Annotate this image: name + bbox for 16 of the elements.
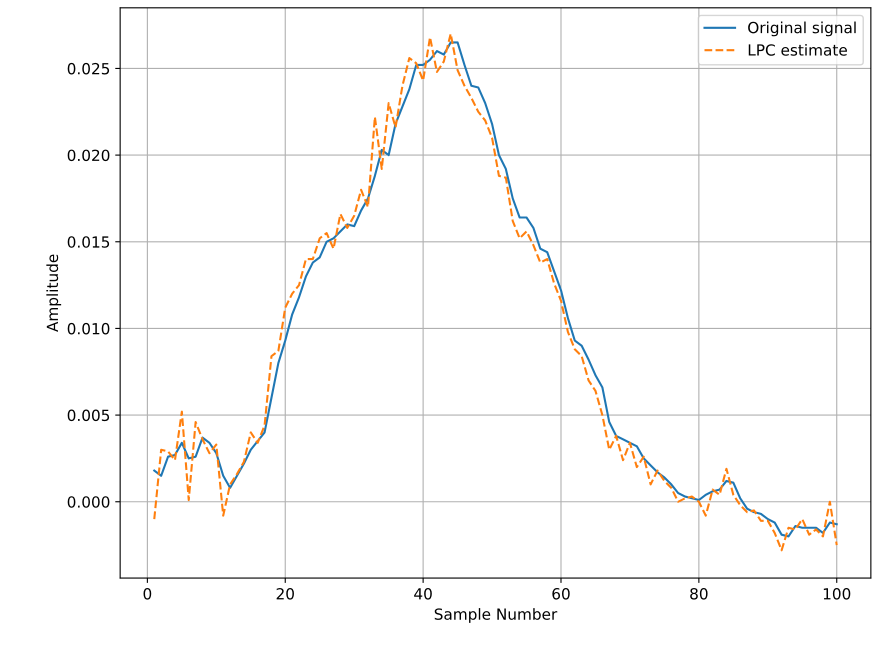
- x-tick-label: 80: [690, 588, 708, 600]
- legend-label: LPC estimate: [748, 44, 847, 56]
- x-tick-label: 20: [276, 588, 294, 600]
- y-tick-label: 0.005: [68, 410, 110, 422]
- x-axis-title: Sample Number: [434, 608, 558, 623]
- y-tick-label: 0.025: [68, 62, 110, 74]
- y-tick-label: 0.010: [68, 322, 110, 334]
- y-axis-title: Amplitude: [46, 254, 62, 332]
- y-tick-label: 0.020: [68, 150, 110, 162]
- x-tick-label: 100: [824, 588, 850, 600]
- legend-label: Original signal: [748, 22, 856, 36]
- x-tick-label: 0: [144, 588, 152, 600]
- y-tick-label: 0.000: [68, 496, 110, 508]
- x-tick-label: 60: [552, 588, 570, 600]
- y-tick-label: 0.015: [68, 236, 110, 248]
- x-tick-label: 40: [414, 588, 432, 600]
